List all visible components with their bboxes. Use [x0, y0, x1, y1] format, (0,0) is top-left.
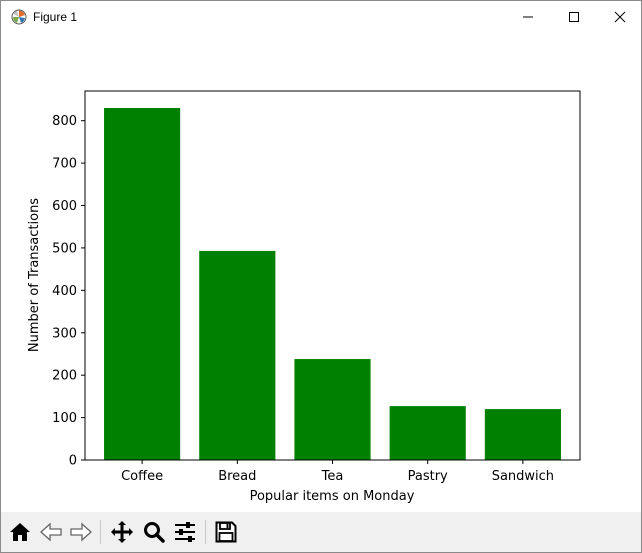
back-arrow-icon — [40, 522, 62, 542]
configure-subplots-icon — [175, 522, 195, 542]
maximize-button[interactable] — [551, 1, 597, 33]
title-bar: Figure 1 — [1, 1, 641, 33]
minimize-icon — [523, 16, 533, 18]
pan-button[interactable] — [108, 518, 136, 546]
y-tick-label: 0 — [69, 454, 77, 469]
back-button[interactable] — [37, 518, 65, 546]
save-icon — [215, 521, 237, 543]
pan-icon — [111, 521, 133, 543]
window-title: Figure 1 — [33, 10, 78, 24]
bar-coffee — [104, 107, 181, 460]
bar-bread — [199, 250, 276, 460]
navigation-toolbar — [1, 512, 641, 552]
bar-chart: 0 100 200 300 400 500 600 700 800 Coffee Bread Tea… — [27, 90, 581, 504]
y-axis-label: Number of Transactions — [27, 198, 42, 352]
figure-canvas: 0 100 200 300 400 500 600 700 800 Coffee Bread Tea… — [1, 33, 641, 512]
x-tick-label: Pastry — [408, 469, 448, 484]
matplotlib-icon — [11, 9, 27, 25]
y-tick-label: 800 — [52, 114, 77, 129]
zoom-icon — [144, 522, 165, 543]
bar-sandwich — [484, 409, 561, 460]
close-button[interactable] — [597, 1, 642, 33]
y-tick-label: 400 — [52, 284, 77, 299]
y-tick-label: 500 — [52, 241, 77, 256]
toolbar-separator — [205, 520, 206, 544]
save-button[interactable] — [212, 518, 240, 546]
maximize-icon — [569, 12, 579, 22]
bar-tea — [294, 359, 371, 460]
x-tick-label: Bread — [218, 469, 256, 484]
forward-button[interactable] — [67, 518, 95, 546]
x-axis-label: Popular items on Monday — [250, 489, 415, 504]
y-tick-label: 100 — [52, 411, 77, 426]
y-tick-label: 700 — [52, 157, 77, 172]
home-icon — [10, 523, 30, 541]
x-tick-label: Tea — [321, 469, 344, 484]
y-tick-label: 200 — [52, 369, 77, 384]
toolbar-separator — [100, 520, 101, 544]
home-button[interactable] — [6, 518, 34, 546]
y-tick-label: 600 — [52, 199, 77, 214]
x-tick-label: Coffee — [121, 469, 163, 484]
x-tick-label: Sandwich — [492, 469, 554, 484]
configure-subplots-button[interactable] — [171, 518, 199, 546]
y-tick-label: 300 — [52, 326, 77, 341]
zoom-button[interactable] — [140, 518, 168, 546]
minimize-button[interactable] — [505, 1, 551, 33]
forward-arrow-icon — [70, 522, 92, 542]
bar-pastry — [389, 406, 466, 460]
close-icon — [614, 11, 626, 23]
